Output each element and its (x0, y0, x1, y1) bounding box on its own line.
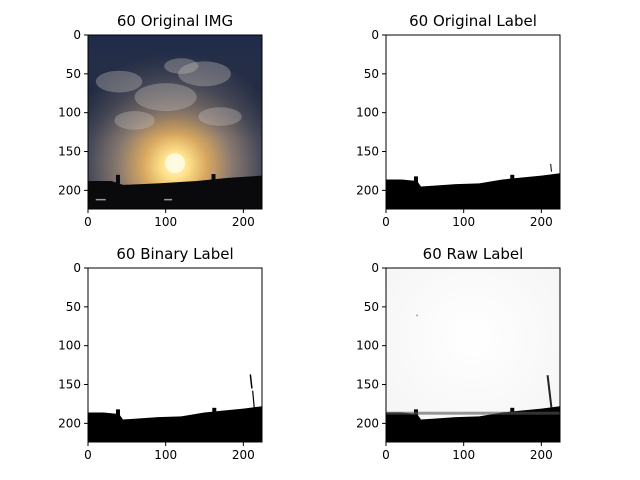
y-tick-label: 0 (371, 261, 379, 275)
y-tick-label: 150 (58, 378, 81, 392)
image-area (386, 35, 560, 209)
y-tick-label: 200 (356, 416, 379, 430)
image-area (88, 35, 262, 209)
y-tick-label: 0 (73, 261, 81, 275)
y-tick-label: 200 (58, 416, 81, 430)
street-light (164, 198, 173, 201)
tower-1 (115, 409, 120, 418)
axes-frame (87, 34, 263, 210)
y-tick-label: 50 (364, 300, 379, 314)
ground-region (386, 173, 560, 209)
y-tick-label: 100 (58, 106, 81, 120)
subplot-title: 60 Binary Label (116, 245, 233, 263)
cloud (95, 70, 143, 93)
y-tick-label: 200 (58, 183, 81, 197)
x-tick-label: 100 (452, 215, 475, 229)
edge-blur (386, 411, 560, 415)
y-tick-label: 0 (73, 28, 81, 42)
cloud (114, 111, 155, 130)
subplot-3: 60 Binary Label 0 100 200 0 50 100 150 200 (58, 245, 263, 462)
y-tick-label: 200 (356, 183, 379, 197)
image-area (88, 268, 262, 442)
y-tick-label: 150 (356, 145, 379, 159)
subplot-title: 60 Original IMG (117, 12, 233, 30)
image-area (386, 268, 560, 442)
tower-2 (510, 407, 515, 415)
antenna (546, 375, 553, 408)
y-tick-label: 100 (58, 339, 81, 353)
axes-frame (385, 34, 561, 210)
y-tick-label: 50 (66, 300, 81, 314)
sky-shade (88, 35, 262, 140)
subplot-4: 60 Raw Label 0 100 200 0 50 100 150 200 (356, 245, 561, 462)
axes-frame (385, 267, 561, 443)
x-tick-label: 0 (84, 448, 92, 462)
y-tick-label: 150 (58, 145, 81, 159)
axes-frame (87, 267, 263, 443)
x-tick-label: 100 (452, 448, 475, 462)
tower-1 (413, 176, 418, 185)
cloud (134, 83, 197, 112)
subplot-title: 60 Original Label (409, 12, 537, 30)
tower-2 (211, 174, 216, 183)
antenna (550, 163, 552, 172)
tower-2 (510, 174, 515, 182)
x-tick-label: 200 (232, 448, 255, 462)
street-light (95, 198, 106, 201)
y-tick-label: 100 (356, 106, 379, 120)
y-tick-label: 0 (371, 28, 379, 42)
x-tick-label: 0 (382, 448, 390, 462)
x-tick-label: 0 (84, 215, 92, 229)
antenna (252, 390, 255, 408)
x-tick-label: 200 (530, 448, 553, 462)
y-tick-label: 50 (364, 67, 379, 81)
y-tick-label: 150 (356, 378, 379, 392)
x-tick-label: 200 (530, 215, 553, 229)
y-tick-label: 100 (356, 339, 379, 353)
ground-region (88, 406, 262, 442)
tower-2 (212, 407, 217, 415)
sun (165, 153, 185, 174)
y-tick-label: 50 (66, 67, 81, 81)
x-tick-label: 100 (154, 448, 177, 462)
cloud (178, 61, 231, 87)
x-tick-label: 0 (382, 215, 390, 229)
x-tick-label: 200 (232, 215, 255, 229)
tower-1 (115, 174, 120, 184)
subplot-2: 60 Original Label 0 100 200 0 50 100 150 200 (356, 12, 561, 229)
antenna (249, 374, 253, 389)
x-tick-label: 100 (154, 215, 177, 229)
ground-region (386, 406, 560, 442)
cloud (164, 58, 199, 74)
cloud (198, 107, 242, 126)
city-silhouette (88, 175, 262, 209)
subplot-title: 60 Raw Label (423, 245, 524, 263)
noise-dot (416, 314, 419, 317)
subplot-1: 60 Original IMG 0 100 200 0 50 100 150 200 (58, 12, 263, 229)
